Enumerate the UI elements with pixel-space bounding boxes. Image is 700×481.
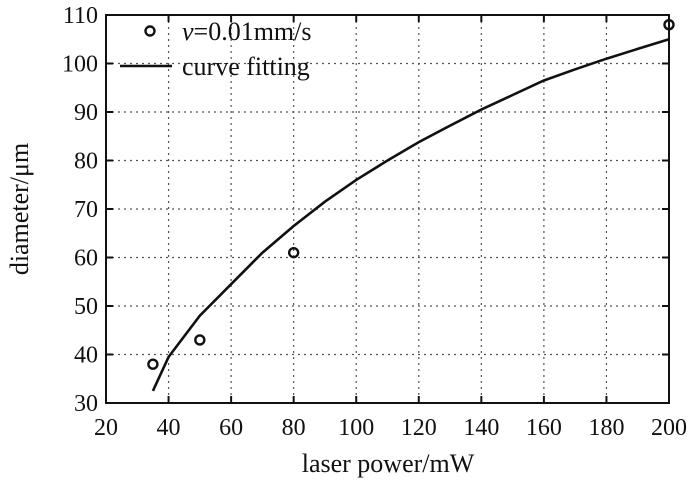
x-tick-label: 40 xyxy=(157,415,181,441)
y-axis-label: diameter/μm xyxy=(5,143,34,275)
x-tick-label: 180 xyxy=(588,415,624,441)
y-tick-label: 40 xyxy=(74,343,98,369)
y-tick-label: 50 xyxy=(74,294,98,320)
y-tick-label: 70 xyxy=(74,197,98,223)
ticks xyxy=(105,14,670,404)
series-layer xyxy=(147,19,675,392)
x-tick-label: 20 xyxy=(94,415,118,441)
y-tick-label: 90 xyxy=(74,100,98,126)
x-tick-label: 120 xyxy=(401,415,437,441)
x-tick-label: 200 xyxy=(651,415,687,441)
grid xyxy=(106,15,669,403)
data-point xyxy=(287,246,300,259)
legend: v=0.01mm/s curve fitting xyxy=(120,17,312,81)
x-tick-label: 60 xyxy=(219,415,243,441)
y-tick-label: 100 xyxy=(62,52,98,78)
legend-circle-marker xyxy=(144,25,156,37)
legend-entry-1-label: =0.01mm/s xyxy=(194,17,312,46)
x-tick-label: 160 xyxy=(526,415,562,441)
x-tick-label: 140 xyxy=(463,415,499,441)
y-tick-label: 80 xyxy=(74,149,98,175)
data-point xyxy=(147,358,159,370)
data-point xyxy=(194,334,206,346)
legend-entry-2: curve fitting xyxy=(182,52,310,81)
x-tick-label: 100 xyxy=(338,415,374,441)
x-axis-label: laser power/mW xyxy=(302,449,475,478)
y-tick-label: 60 xyxy=(74,246,98,272)
legend-entry-1: v=0.01mm/s xyxy=(182,17,312,46)
y-tick-labels: 30 40 50 60 70 80 90 100 110 xyxy=(62,3,98,417)
x-tick-labels: 20 40 60 80 100 120 140 160 180 200 xyxy=(94,415,687,441)
data-point xyxy=(663,19,675,31)
curve-fitting-line xyxy=(151,38,670,392)
legend-entry-1-prefix: v xyxy=(182,17,194,46)
y-tick-label: 30 xyxy=(74,391,98,417)
y-tick-label: 110 xyxy=(63,3,98,29)
x-tick-label: 80 xyxy=(282,415,306,441)
